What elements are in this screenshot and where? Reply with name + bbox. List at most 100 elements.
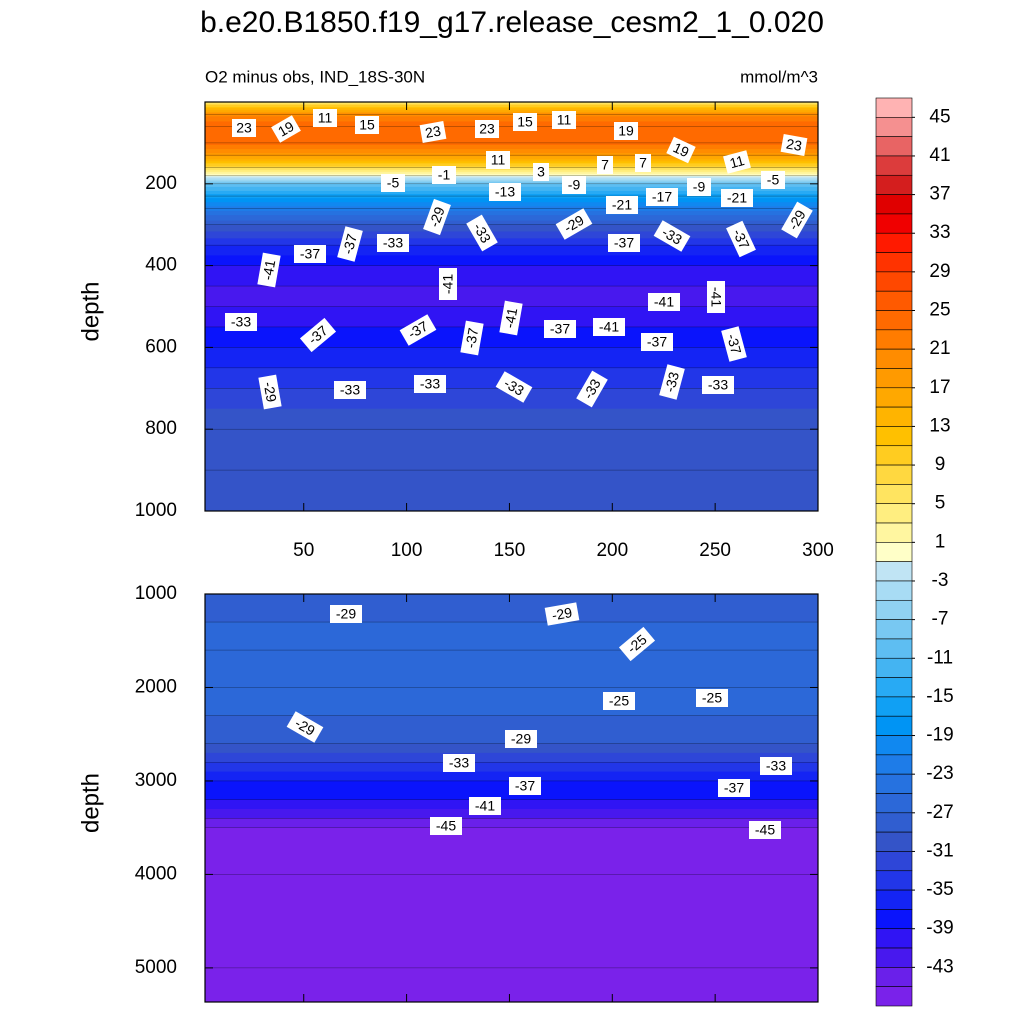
y-tick-label: 1000	[135, 500, 177, 521]
field-band	[205, 145, 818, 148]
contour-label-text: -33	[383, 235, 403, 251]
contour-label: -41	[593, 318, 625, 336]
colorbar-box	[875, 406, 913, 427]
field-band	[205, 233, 818, 236]
contour-label-text: -37	[300, 246, 320, 262]
field-band	[205, 181, 818, 183]
field-band	[205, 608, 818, 611]
field-band	[205, 831, 818, 837]
field-band	[205, 631, 818, 635]
field-band	[205, 130, 818, 133]
field-band	[205, 715, 818, 719]
field-band	[205, 359, 818, 362]
contour-label-box	[646, 188, 678, 206]
field-band	[205, 497, 818, 502]
contour-label-text: -9	[693, 179, 706, 195]
contour-label-text: -29	[426, 204, 448, 229]
field-band	[205, 936, 818, 946]
field-band	[205, 152, 818, 154]
field-band	[205, 140, 818, 143]
field-band	[205, 823, 818, 826]
colorbar-tick-label: 13	[929, 415, 950, 436]
field-band	[205, 258, 818, 262]
contour-label: 23	[475, 120, 499, 138]
contour-label-box	[414, 375, 446, 393]
contour-label: 23	[419, 121, 447, 143]
field-band	[205, 819, 818, 821]
colorbar-box	[875, 638, 913, 659]
colorbar-box	[875, 947, 913, 968]
contour-label-box	[419, 121, 447, 143]
field-band	[205, 493, 818, 498]
colorbar-tick-label: -11	[927, 647, 953, 668]
contour-label: -9	[562, 176, 586, 194]
field-band	[205, 355, 818, 359]
contour-label-box	[726, 220, 756, 258]
field-band	[205, 120, 818, 123]
field-band	[205, 270, 818, 274]
field-band	[205, 633, 818, 637]
contour-label: 19	[614, 122, 638, 140]
field-band	[205, 724, 818, 728]
contour-label-text: -33	[708, 377, 728, 393]
field-band	[205, 208, 818, 211]
field-band	[205, 155, 818, 157]
colorbar-box	[875, 136, 913, 157]
field-band	[205, 167, 818, 169]
contour-label-box	[232, 119, 256, 137]
field-band	[205, 143, 818, 146]
contour-label-text: -21	[727, 190, 747, 206]
field-band	[205, 446, 818, 451]
field-band	[205, 226, 818, 229]
field-band	[205, 361, 818, 364]
field-band	[205, 136, 818, 139]
contour-label-box	[552, 111, 576, 129]
field-band	[205, 243, 818, 246]
field-band	[205, 357, 818, 360]
field-band	[205, 436, 818, 441]
field-band	[205, 668, 818, 673]
colorbar-box	[875, 657, 913, 678]
colorbar-box	[875, 696, 913, 717]
field-band	[205, 181, 818, 184]
field-band	[205, 262, 818, 265]
field-band	[205, 354, 818, 357]
field-band	[205, 422, 818, 427]
field-band	[205, 982, 818, 986]
field-band	[205, 110, 818, 112]
contour-label-text: 23	[479, 121, 495, 137]
field-band	[205, 773, 818, 776]
y-tick-label: 400	[145, 255, 177, 276]
contour-label-box	[381, 174, 405, 192]
field-band	[205, 636, 818, 639]
field-band	[205, 369, 818, 372]
field-band	[205, 487, 818, 492]
field-band	[205, 821, 818, 823]
contour-label-box	[495, 371, 533, 403]
field-band	[205, 248, 818, 251]
colorbar-box	[875, 484, 913, 505]
field-band	[205, 656, 818, 661]
contour-label-text: -45	[755, 822, 775, 838]
contour-label-box	[475, 120, 499, 138]
field-band	[205, 456, 818, 461]
field-band	[205, 219, 818, 222]
contour-label-box	[334, 381, 366, 399]
contour-label-text: 7	[639, 155, 647, 171]
field-band	[205, 164, 818, 166]
field-band	[205, 699, 818, 703]
colorbar-tick-label: 45	[929, 106, 950, 127]
field-band	[205, 129, 818, 132]
field-band	[205, 605, 818, 609]
field-band	[205, 142, 818, 145]
field-band	[205, 615, 818, 618]
field-band	[205, 277, 818, 280]
field-band	[205, 126, 818, 129]
contour-label-text: -37	[462, 326, 481, 349]
contour-label: 19	[271, 115, 301, 143]
field-band	[205, 163, 818, 165]
contour-label: -41	[257, 252, 281, 288]
contour-label-box	[423, 198, 451, 236]
field-band	[205, 851, 818, 856]
field-band	[205, 269, 818, 272]
